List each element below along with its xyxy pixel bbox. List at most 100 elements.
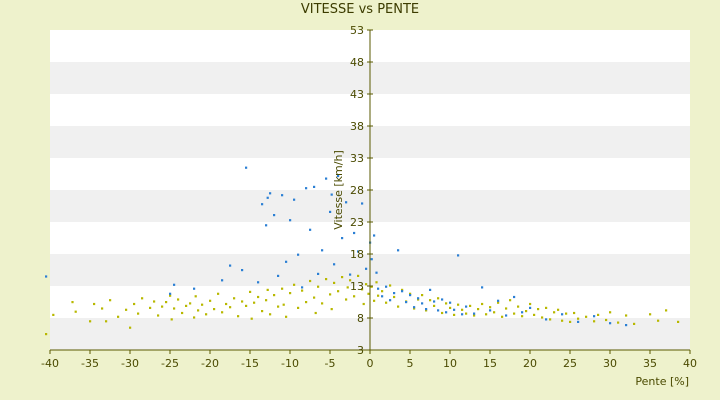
data-point (181, 311, 184, 315)
x-tick-label: -25 (161, 357, 179, 370)
y-tick-label: 33 (350, 152, 364, 165)
x-tick-label: -10 (281, 357, 299, 370)
data-point (52, 313, 55, 316)
data-point (330, 193, 333, 196)
chart-title: VITESSE vs PENTE (300, 2, 420, 17)
data-point (625, 314, 628, 317)
data-point (409, 294, 412, 297)
data-point (577, 320, 580, 323)
data-point (321, 302, 324, 305)
data-point (305, 187, 308, 190)
data-point (193, 316, 196, 319)
data-point (593, 315, 596, 318)
data-point (353, 231, 356, 235)
data-point (389, 299, 392, 302)
data-point (529, 302, 532, 306)
data-point (345, 298, 348, 301)
data-point (393, 292, 396, 295)
data-point (109, 299, 112, 302)
data-point (597, 313, 600, 316)
data-point (473, 312, 476, 315)
data-point (617, 321, 620, 324)
data-point (357, 274, 360, 277)
data-point (549, 318, 552, 321)
y-tick-label: 23 (350, 216, 364, 229)
y-axis-title: Vitesse [km/h] (332, 150, 345, 230)
data-point (257, 295, 260, 299)
data-point (609, 311, 612, 314)
x-tick-label: -40 (41, 357, 59, 370)
data-point (397, 249, 400, 252)
data-point (461, 313, 464, 316)
data-point (282, 303, 285, 306)
data-point (269, 313, 272, 316)
data-point (257, 281, 260, 284)
data-point (349, 273, 352, 276)
data-point (461, 308, 464, 311)
data-point (237, 315, 240, 318)
data-point (301, 289, 304, 292)
data-point (457, 303, 460, 306)
ticks-layer: -40 -35 -30 -25 -20 -15 -10 -5 0 5 10 15 20 25 30 35 40 3… (41, 24, 697, 370)
data-point (573, 311, 576, 315)
x-tick-label: -35 (81, 357, 99, 370)
data-point (253, 301, 256, 304)
data-point (71, 301, 74, 304)
data-point (453, 308, 456, 311)
data-point (314, 311, 317, 315)
y-tick-label: 13 (350, 280, 364, 293)
data-point (105, 320, 108, 323)
data-point (425, 309, 428, 312)
data-point (453, 313, 456, 316)
data-point (217, 292, 220, 295)
data-point (429, 299, 432, 302)
data-point (445, 311, 448, 314)
data-point (513, 295, 516, 299)
data-point (277, 305, 280, 308)
data-point (249, 290, 252, 293)
data-point (45, 333, 48, 336)
data-point (565, 312, 568, 315)
data-point (194, 295, 197, 298)
data-point (473, 314, 476, 317)
x-tick-label: -15 (241, 357, 259, 370)
data-point (277, 274, 280, 277)
x-tick-label: 5 (407, 357, 414, 370)
data-point (74, 310, 77, 313)
data-point (137, 312, 140, 315)
data-point (625, 324, 628, 327)
data-point (677, 320, 680, 323)
data-point (521, 315, 524, 318)
data-point (413, 306, 416, 309)
data-point (285, 315, 288, 318)
data-point (361, 202, 364, 205)
data-point (333, 281, 336, 284)
data-point (362, 302, 365, 306)
data-point (445, 302, 448, 305)
data-point (609, 322, 612, 325)
y-tick-label: 48 (350, 56, 364, 69)
data-point (509, 299, 512, 302)
data-point (281, 194, 284, 197)
data-point (425, 308, 428, 311)
data-point (605, 318, 608, 322)
data-point (245, 304, 248, 307)
data-point (517, 305, 520, 308)
data-point (385, 301, 388, 304)
data-point (293, 283, 296, 286)
data-point (377, 287, 380, 290)
y-tick-label: 28 (350, 184, 364, 197)
data-point (377, 294, 380, 297)
data-point (165, 301, 168, 304)
data-point (433, 304, 436, 307)
y-tick-label: 43 (350, 88, 364, 101)
data-point (221, 279, 224, 282)
y-tick-label: 3 (357, 344, 364, 357)
data-point (370, 258, 373, 261)
data-point (501, 315, 504, 318)
data-point (421, 294, 424, 297)
data-point (370, 285, 373, 288)
data-point (397, 305, 400, 308)
data-point (375, 271, 378, 274)
data-point (233, 297, 236, 300)
